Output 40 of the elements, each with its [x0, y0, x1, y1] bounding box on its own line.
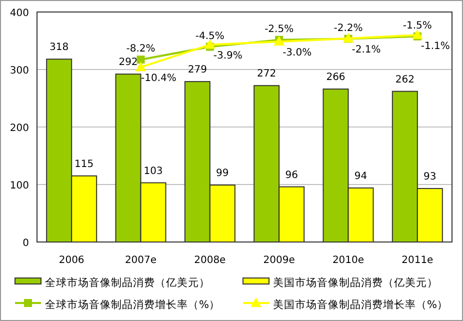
point	[136, 62, 146, 72]
y-tick-label: 400	[10, 8, 29, 19]
data-label: 115	[74, 158, 94, 170]
data-label: -2.2%	[334, 22, 363, 34]
y-tick-label: 100	[10, 180, 29, 192]
data-label: -2.1%	[352, 44, 381, 56]
data-label: -1.1%	[420, 41, 450, 52]
legend-label: 美国市场音像制品消费（亿美元）	[273, 276, 438, 289]
legend-label: 美国市场音像制品消费增长率（%）	[273, 298, 448, 311]
data-label: 266	[326, 72, 346, 84]
data-label: 262	[395, 74, 414, 86]
data-label: -3.9%	[213, 50, 242, 62]
y-tick-label: 300	[10, 66, 29, 76]
legend-label: 全球市场音像制品消费增长率（%）	[45, 298, 220, 311]
data-label: 272	[257, 68, 276, 80]
legend-label: 全球市场音像制品消费（亿美元）	[45, 276, 210, 289]
data-label: 292	[118, 57, 138, 68]
data-label: 93	[424, 172, 436, 183]
data-label: 103	[144, 166, 163, 177]
data-label: -8.2%	[126, 44, 156, 55]
x-tick-label: 2007e	[124, 255, 157, 266]
y-tick-label: 200	[10, 123, 29, 134]
data-label: 99	[216, 168, 229, 180]
data-label: -4.5%	[195, 30, 224, 42]
data-label: -10.4%	[141, 73, 176, 84]
point	[136, 56, 145, 64]
data-label: 94	[354, 170, 368, 182]
x-tick-label: 2011e	[402, 255, 434, 266]
x-tick-label: 2010e	[332, 255, 364, 266]
data-label: -2.5%	[264, 24, 294, 35]
x-tick-label: 2006	[58, 255, 84, 266]
x-tick-label: 2009e	[263, 255, 295, 266]
data-label: -3.0%	[282, 48, 312, 59]
data-label: 96	[285, 170, 298, 181]
data-label: -1.5%	[402, 20, 432, 32]
data-label: 279	[188, 64, 207, 76]
point	[204, 40, 215, 49]
data-label: 318	[50, 42, 69, 54]
y-tick-label: 0	[22, 238, 29, 249]
x-tick-label: 2008e	[194, 255, 226, 266]
